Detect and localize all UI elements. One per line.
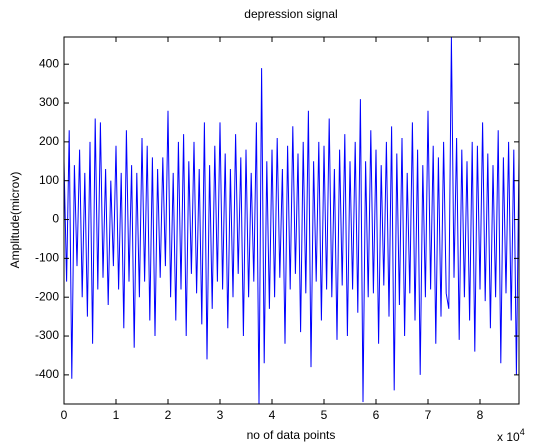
y-tick-label: -300 xyxy=(35,328,59,342)
x-tick-label: 5 xyxy=(321,408,328,422)
chart-title: depression signal xyxy=(244,7,337,21)
y-tick-label: 300 xyxy=(39,95,59,109)
x-axis-label: no of data points xyxy=(247,428,336,442)
y-tick-label: 400 xyxy=(39,56,59,70)
y-tick-label: 200 xyxy=(39,134,59,148)
y-axis-label: Amplitude(microv) xyxy=(8,172,22,269)
y-tick-label: -100 xyxy=(35,251,59,265)
y-tick-label: -200 xyxy=(35,289,59,303)
x-multiplier-exponent: 4 xyxy=(520,427,525,437)
x-tick-label: 7 xyxy=(425,408,432,422)
signal-line xyxy=(63,36,520,405)
x-tick-label: 4 xyxy=(269,408,276,422)
x-tick-label: 1 xyxy=(113,408,120,422)
x-tick-label: 6 xyxy=(373,408,380,422)
y-tick-label: 100 xyxy=(39,173,59,187)
x-tick-label: 3 xyxy=(217,408,224,422)
x-multiplier-base: x 10 xyxy=(497,430,520,444)
y-tick-label: -400 xyxy=(35,367,59,381)
x-multiplier: x 104 xyxy=(497,427,525,444)
axes-box xyxy=(63,36,520,405)
x-tick-label: 8 xyxy=(477,408,484,422)
y-tick-label: 0 xyxy=(52,212,59,226)
x-tick-label: 0 xyxy=(61,408,68,422)
x-tick-label: 2 xyxy=(165,408,172,422)
